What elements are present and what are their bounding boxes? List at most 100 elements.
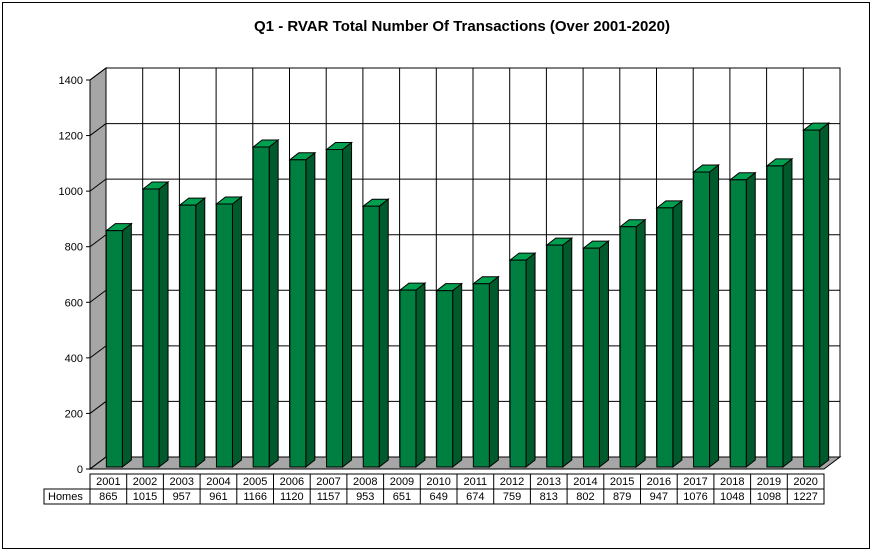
y-tick-label: 800 <box>65 242 83 254</box>
bar-side <box>488 275 499 469</box>
bar-side <box>342 141 353 469</box>
bar-side <box>672 199 683 469</box>
table-value-label: 961 <box>209 491 227 503</box>
table-category-label: 2005 <box>243 476 267 488</box>
table-category-label: 2007 <box>316 476 340 488</box>
bar-front <box>326 149 344 468</box>
bar-side <box>745 171 756 469</box>
bar-front <box>142 188 160 468</box>
table-category-label: 2011 <box>464 476 488 488</box>
y-tick-label: 0 <box>77 464 83 476</box>
wall-gridline <box>89 178 107 192</box>
bar-side <box>305 151 316 469</box>
wall-gridline <box>89 401 107 414</box>
bar-front <box>436 290 454 468</box>
bar-side <box>231 195 242 469</box>
y-tick-label: 1000 <box>59 186 83 198</box>
bar-front <box>252 146 270 468</box>
bar <box>655 199 684 469</box>
bar-front <box>362 205 380 468</box>
bar-side <box>158 180 169 469</box>
table-value-label: 649 <box>429 491 447 503</box>
bar-front <box>215 203 233 468</box>
bar-front <box>546 244 564 468</box>
bar <box>728 171 757 469</box>
bar <box>178 197 207 469</box>
bar-side <box>195 197 206 469</box>
bar <box>288 151 317 469</box>
bars <box>104 122 831 469</box>
table-category-label: 2001 <box>96 476 120 488</box>
bar-side <box>819 122 830 469</box>
bar <box>692 164 721 469</box>
bar-side <box>415 282 426 469</box>
table-value-label: 1048 <box>720 491 744 503</box>
table-series-label: Homes <box>48 491 83 503</box>
table-value-label: 953 <box>356 491 374 503</box>
table-value-label: 1227 <box>793 491 817 503</box>
bar-side <box>782 157 793 469</box>
table-category-label: 2020 <box>793 476 817 488</box>
bar-front <box>582 247 600 468</box>
bar-front <box>289 159 307 468</box>
table-category-label: 2010 <box>426 476 450 488</box>
bar <box>802 122 831 469</box>
wall-gridline <box>89 234 107 248</box>
bar-side <box>525 252 536 469</box>
bar-front <box>509 259 527 468</box>
table-value-label: 802 <box>576 491 594 503</box>
table-value-label: 1098 <box>757 491 781 503</box>
wall-gridline <box>89 67 107 81</box>
bar-front <box>179 204 197 468</box>
y-axis: 0 200 400 600 800 1000 1200 1400 <box>59 75 91 476</box>
table-value-label: 957 <box>173 491 191 503</box>
bar-side <box>709 164 720 469</box>
bar <box>765 157 794 469</box>
table-category-label: 2004 <box>206 476 230 488</box>
bar <box>141 180 170 469</box>
bar-front <box>803 129 821 468</box>
bar <box>435 282 464 469</box>
left-wall <box>89 67 107 470</box>
table-value-label: 865 <box>99 491 117 503</box>
table-value-label: 759 <box>503 491 521 503</box>
bar <box>398 282 427 469</box>
bar-side <box>635 218 646 469</box>
table-value-label: 1157 <box>317 491 341 503</box>
wall-gridline <box>89 456 107 470</box>
table-value-label: 1166 <box>243 491 267 503</box>
bar-side <box>268 138 279 469</box>
bar <box>325 141 354 469</box>
bar-side <box>452 282 463 469</box>
table-category-label: 2002 <box>133 476 157 488</box>
bar <box>361 198 390 469</box>
y-tick-label: 600 <box>65 297 83 309</box>
wall-gridline <box>89 123 107 136</box>
y-tick-label: 200 <box>65 408 83 420</box>
bar-front <box>619 226 637 468</box>
chart-title: Q1 - RVAR Total Number Of Transactions (… <box>254 18 670 35</box>
table-category-label: 2016 <box>647 476 671 488</box>
bar-side <box>121 222 132 469</box>
bar <box>251 138 280 469</box>
table-value-label: 947 <box>650 491 668 503</box>
data-table: Homes 2001 865 2002 1015 2003 957 2004 961 2005 11… <box>43 473 825 505</box>
y-tick-label: 1400 <box>59 75 83 87</box>
table-category-label: 2017 <box>683 476 707 488</box>
bar <box>545 237 574 469</box>
table-category-label: 2003 <box>170 476 194 488</box>
bar <box>581 240 610 469</box>
table-value-label: 1120 <box>280 491 304 503</box>
wall-gridline <box>89 345 107 359</box>
bar <box>104 222 133 469</box>
table-category-label: 2015 <box>610 476 634 488</box>
bar-front <box>399 289 417 468</box>
table-value-label: 879 <box>613 491 631 503</box>
bar-side <box>598 240 609 469</box>
bar-front <box>472 283 490 468</box>
y-tick-label: 400 <box>65 353 83 365</box>
table-category-label: 2006 <box>280 476 304 488</box>
table-category-label: 2018 <box>720 476 744 488</box>
bar <box>508 252 537 469</box>
